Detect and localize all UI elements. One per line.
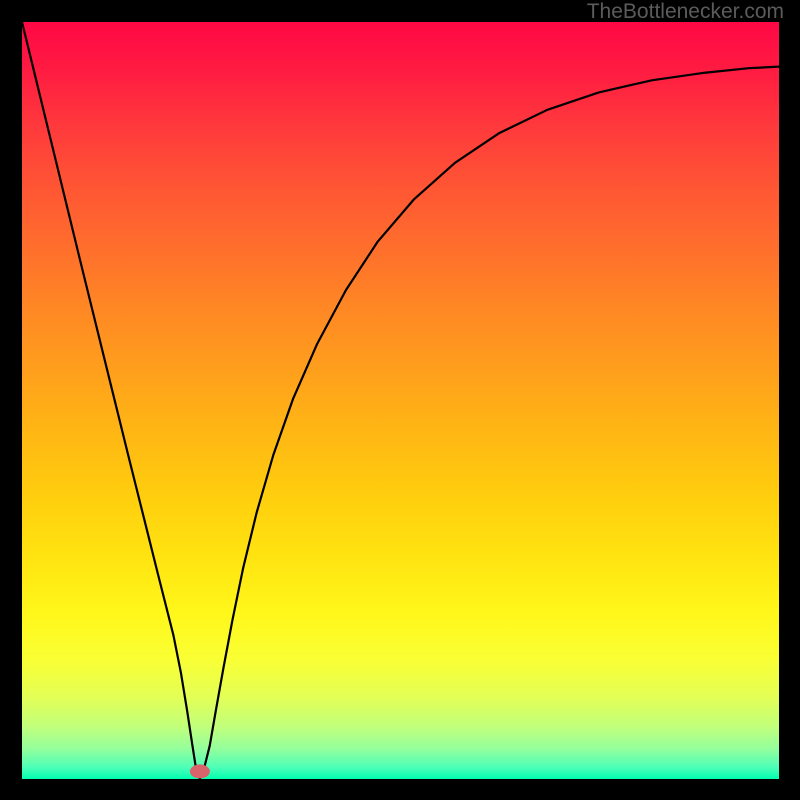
minimum-marker: [190, 764, 210, 778]
chart-svg: [0, 0, 800, 800]
watermark-text: TheBottlenecker.com: [587, 0, 784, 24]
chart-stage: TheBottlenecker.com: [0, 0, 800, 800]
plot-area: [22, 22, 779, 779]
